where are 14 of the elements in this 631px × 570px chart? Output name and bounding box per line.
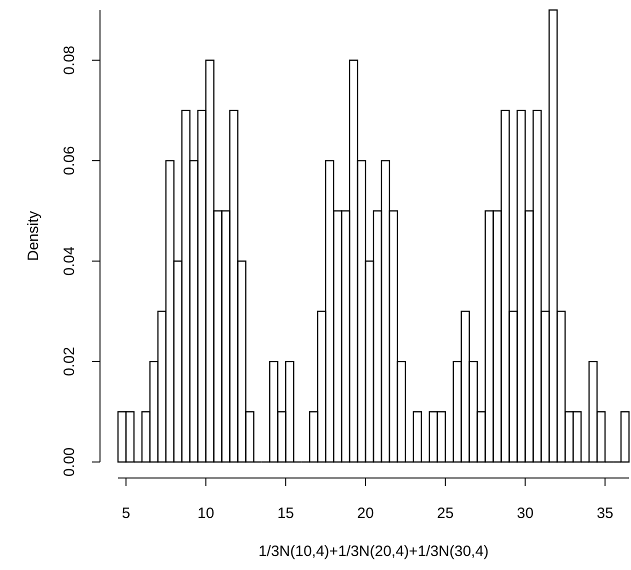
x-tick-label: 30 — [516, 505, 534, 522]
y-tick-label: 0.08 — [61, 46, 78, 75]
x-tick-label: 35 — [596, 505, 614, 522]
y-tick-label: 0.04 — [61, 246, 78, 276]
x-tick-label: 20 — [357, 505, 374, 522]
y-tick-label: 0.02 — [61, 346, 78, 376]
y-tick-label: 0.06 — [61, 146, 78, 176]
x-tick-label: 25 — [437, 505, 454, 522]
y-tick-label: 0.00 — [61, 447, 78, 477]
x-tick-label: 15 — [277, 505, 294, 522]
x-tick-label: 10 — [197, 505, 214, 522]
x-tick-label: 5 — [122, 505, 130, 522]
x-axis-title: 1/3N(10,4)+1/3N(20,4)+1/3N(30,4) — [258, 543, 489, 560]
y-axis-title: Density — [25, 210, 42, 262]
